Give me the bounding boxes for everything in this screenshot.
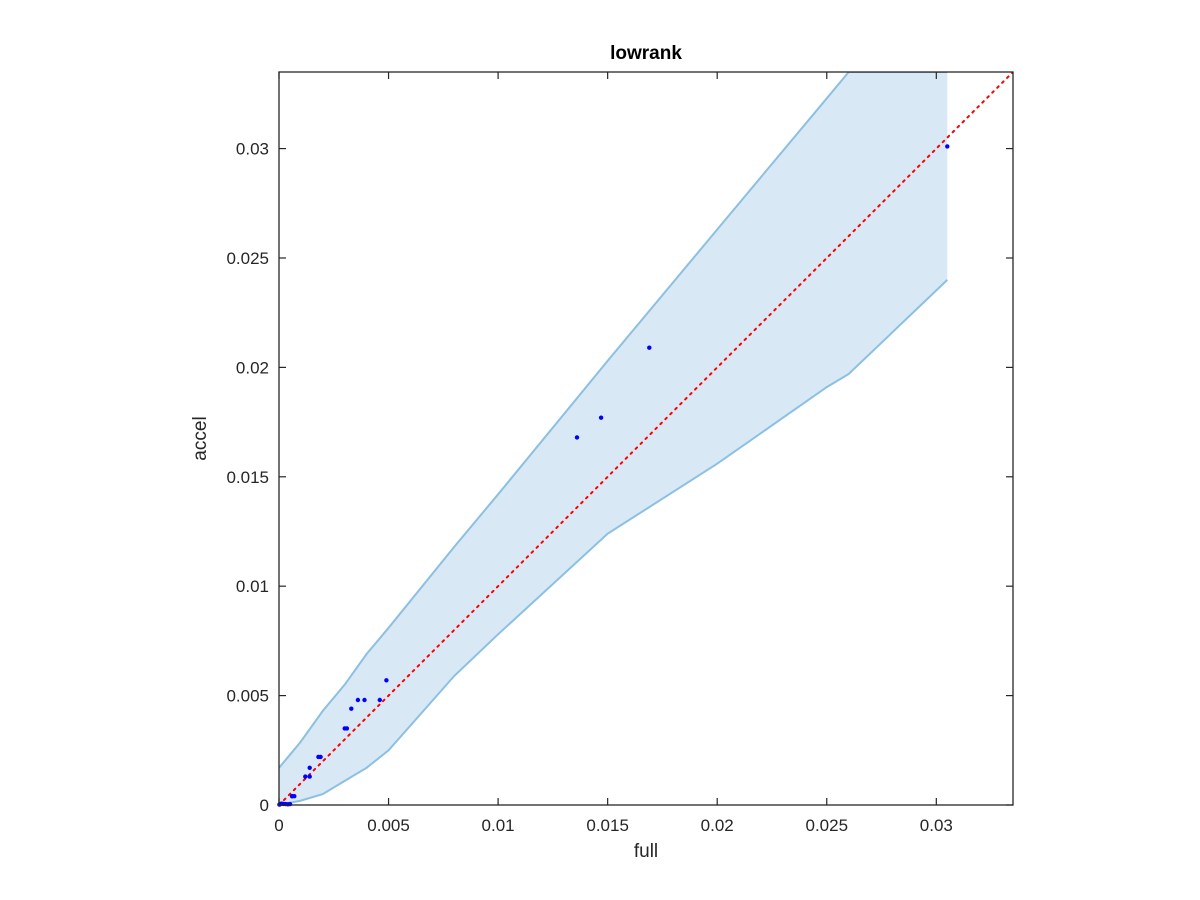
reference-diagonal — [279, 72, 1013, 805]
x-tick-label: 0 — [274, 816, 283, 835]
x-tick-label: 0.03 — [920, 816, 953, 835]
y-axis-label: accel — [190, 416, 211, 460]
x-axis-ticks: 0 0.005 0.01 0.015 0.02 0.025 0.03 — [274, 72, 953, 835]
band-upper-edge — [279, 72, 948, 769]
axes-box — [278, 71, 1014, 806]
data-point — [574, 435, 580, 440]
data-point — [303, 774, 308, 779]
data-point — [355, 697, 361, 703]
y-axis-ticks: 0 0.005 0.01 0.015 0.02 0.025 0.03 — [226, 140, 1013, 815]
x-tick-label: 0.01 — [482, 816, 515, 835]
data-point — [344, 726, 350, 731]
x-tick-label: 0.015 — [586, 816, 629, 835]
chart-title: lowrank — [610, 43, 682, 64]
data-point — [945, 144, 950, 149]
band-lower-edge — [279, 279, 948, 805]
x-tick-label: 0.005 — [367, 816, 410, 835]
data-point — [307, 774, 312, 779]
x-tick-label: 0.02 — [701, 816, 734, 835]
data-point — [647, 345, 652, 350]
data-point — [292, 794, 297, 799]
y-tick-label: 0.01 — [236, 577, 269, 596]
y-tick-label: 0.02 — [236, 358, 269, 377]
data-point — [598, 415, 604, 420]
x-tick-label: 0.025 — [805, 816, 848, 835]
data-point — [362, 697, 367, 703]
band-area — [279, 72, 948, 805]
y-tick-label: 0.015 — [226, 468, 269, 487]
x-axis-label: full — [634, 841, 658, 862]
diagonal-line — [279, 72, 1013, 805]
y-tick-label: 0.025 — [226, 249, 269, 268]
y-tick-label: 0.005 — [226, 687, 269, 706]
data-point — [318, 754, 323, 760]
data-point — [349, 706, 354, 711]
data-point — [307, 765, 312, 770]
y-tick-label: 0.03 — [236, 140, 269, 159]
y-tick-label: 0 — [260, 796, 269, 815]
data-point — [377, 697, 382, 703]
data-point — [384, 678, 389, 683]
confidence-band — [279, 72, 948, 805]
